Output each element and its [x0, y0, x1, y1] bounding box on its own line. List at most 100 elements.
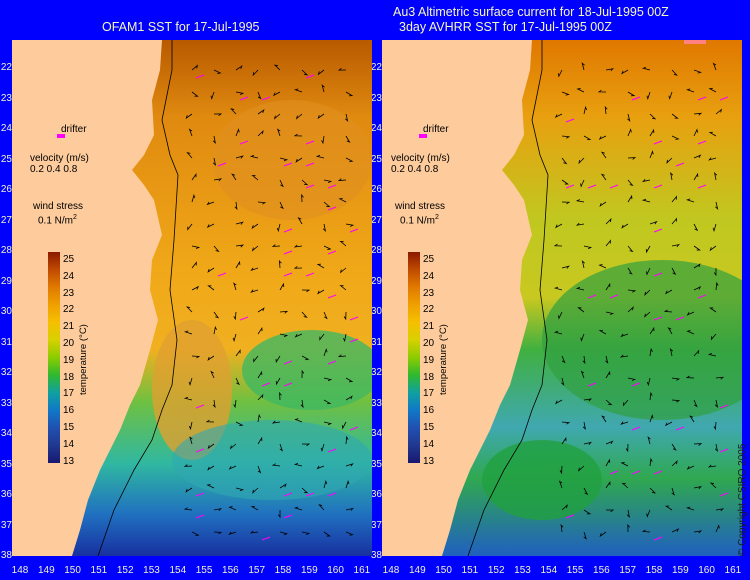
latitude-tick: 34 [370, 428, 382, 439]
current-vector [301, 179, 309, 186]
current-vector [627, 267, 633, 275]
current-vector [689, 415, 695, 423]
current-vector [583, 135, 592, 141]
current-vector [205, 419, 215, 423]
drifter-label: drifter [61, 124, 87, 135]
current-vector [583, 487, 589, 496]
current-vector [319, 333, 325, 341]
current-vector [257, 109, 265, 115]
current-vector [605, 217, 612, 225]
wind-vector [283, 250, 293, 255]
current-vector [235, 260, 241, 269]
current-vector [185, 306, 193, 313]
current-vector [279, 179, 284, 188]
current-vector [338, 197, 347, 203]
current-vector [671, 69, 678, 76]
current-vector [561, 135, 571, 139]
current-vector [583, 105, 588, 115]
current-vector [276, 223, 281, 233]
current-vector [627, 306, 634, 313]
current-vector [279, 443, 284, 452]
current-vector [235, 221, 244, 225]
colorbar-tick: 15 [63, 422, 75, 433]
colorbar-title: temperature (°C) [78, 324, 89, 395]
latitude-tick: 28 [370, 245, 382, 256]
longitude-tick: 149 [408, 565, 426, 576]
current-vector [213, 245, 220, 252]
current-vector [627, 179, 634, 187]
colorbar-tick: 15 [423, 422, 435, 433]
current-vector [323, 479, 328, 489]
current-vector [323, 399, 332, 405]
current-vector [693, 245, 701, 251]
current-vector [186, 152, 193, 159]
current-vector [670, 171, 674, 181]
current-vector [710, 333, 717, 341]
current-vector [213, 508, 223, 512]
current-vector [641, 529, 651, 533]
current-vector [646, 509, 651, 518]
current-vector [339, 240, 347, 247]
current-vector [558, 480, 563, 489]
current-vector [317, 289, 325, 295]
current-vector [257, 307, 265, 313]
colorbar-tick: 25 [63, 254, 75, 265]
current-vector [665, 289, 673, 295]
wind-vector [675, 426, 685, 431]
current-vector [581, 260, 585, 269]
current-vector [561, 91, 570, 96]
longitude-tick: 151 [90, 565, 108, 576]
current-vector [183, 396, 193, 401]
current-vector [693, 443, 703, 446]
current-vector [668, 91, 673, 100]
current-vector [599, 201, 607, 207]
observed-sst-map [382, 40, 742, 556]
current-vector [275, 377, 281, 386]
current-vector [686, 506, 695, 511]
wind-vector [631, 382, 641, 387]
current-vector [191, 285, 200, 291]
current-vector [345, 463, 354, 467]
current-vector [559, 465, 563, 475]
wind-vector [653, 470, 663, 475]
current-vector [644, 311, 651, 318]
wind-vector [195, 404, 205, 409]
windstress-legend-title-right: wind stress [395, 201, 446, 212]
longitude-tick: 148 [11, 565, 29, 576]
current-vector [649, 457, 653, 467]
current-vector [627, 377, 637, 381]
current-vector [555, 223, 563, 229]
wind-vector [305, 162, 315, 167]
current-vector [598, 264, 607, 269]
wind-vector [697, 294, 707, 299]
current-vector [605, 399, 613, 406]
current-vector [301, 289, 311, 293]
current-vector [582, 355, 586, 365]
wind-vector [653, 184, 663, 189]
current-vector [561, 377, 565, 386]
current-vector [649, 414, 654, 423]
latitude-tick: 32 [370, 367, 382, 378]
current-vector [580, 333, 585, 342]
longitude-tick: 152 [116, 565, 134, 576]
current-vector [320, 443, 325, 452]
current-vector [627, 113, 631, 122]
velocity-legend-title-right: velocity (m/s) [391, 153, 450, 164]
latitude-tick: 23 [370, 92, 382, 104]
longitude-tick: 153 [143, 565, 160, 576]
latitude-tick: 31 [0, 336, 12, 348]
current-vector [235, 155, 244, 159]
current-vector [561, 436, 567, 445]
current-vector [343, 311, 347, 321]
latitude-tick: 27 [370, 214, 382, 226]
current-vector [300, 399, 304, 409]
velocity-legend-values: 0.2 0.4 0.8 [30, 164, 78, 175]
longitude-tick: 151 [461, 565, 479, 576]
current-vector [323, 245, 332, 250]
current-vector [605, 458, 611, 467]
current-vector [605, 370, 611, 379]
latitude-tick: 30 [0, 306, 12, 317]
current-vector [207, 267, 215, 273]
latitude-tick: 28 [0, 245, 12, 256]
latitude-tick: 29 [370, 275, 382, 287]
